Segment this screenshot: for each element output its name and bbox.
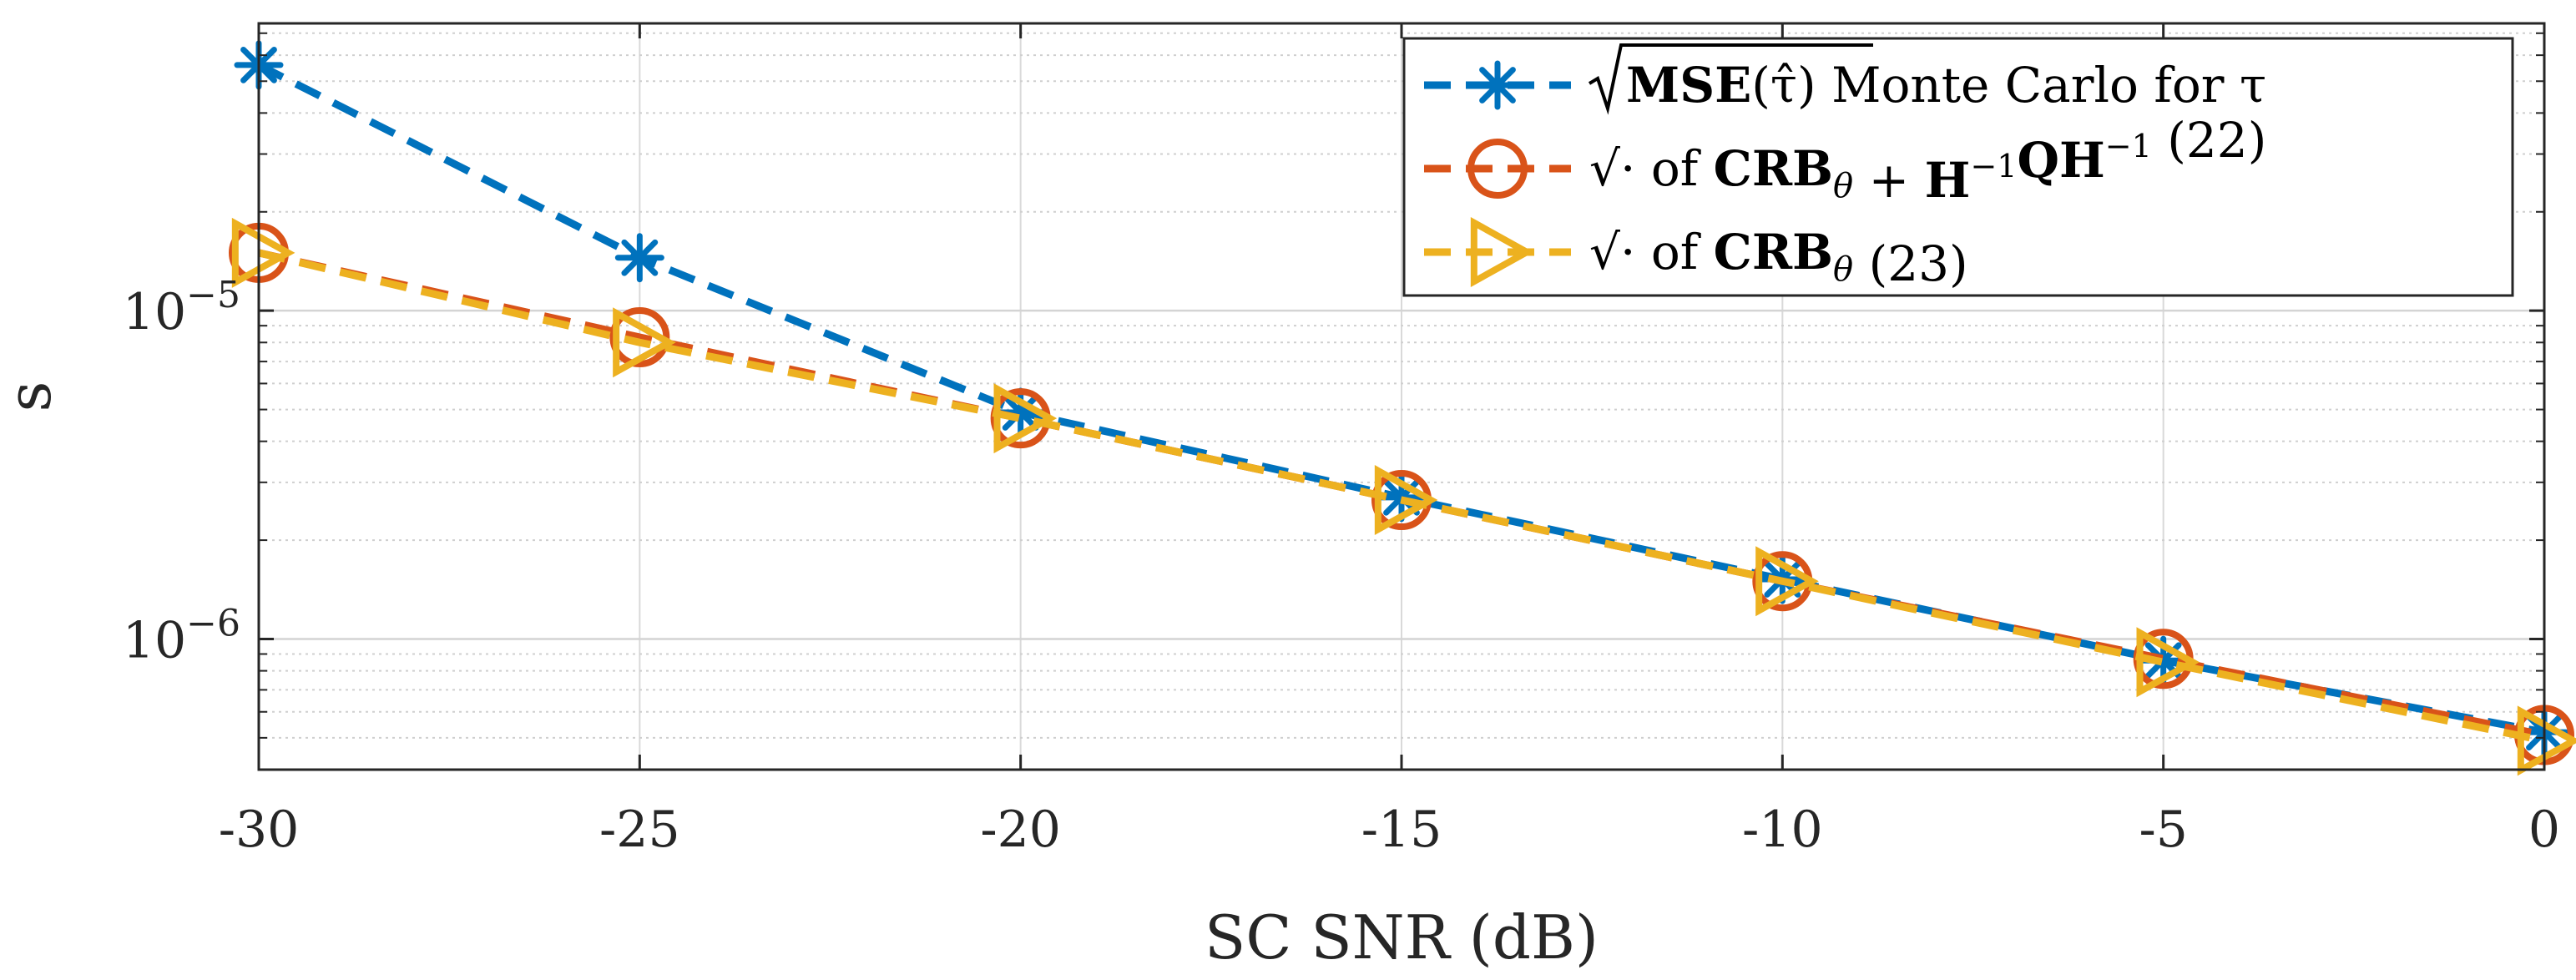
series-line	[257, 249, 2545, 745]
y-tick-label: 10−5	[123, 274, 240, 341]
x-tick-label: -20	[980, 801, 1061, 859]
triangle-marker	[613, 307, 676, 378]
triangle-marker	[2136, 627, 2200, 698]
triangle-marker	[1470, 217, 1534, 287]
series-3	[231, 217, 2576, 776]
circle-marker	[1467, 139, 1528, 199]
y-axis-label: s	[0, 381, 64, 412]
y-tick-label: 10−6	[123, 602, 240, 669]
triangle-marker	[2517, 705, 2576, 776]
legend-box	[1402, 37, 2514, 297]
triangle-marker	[1374, 465, 1438, 536]
x-tick-label: 0	[2528, 801, 2560, 859]
tick-layer: -30 -25 -20 -15 -10 -5 0 10−5 10−6	[123, 23, 2560, 859]
asterisk-stroke	[1002, 394, 1039, 431]
x-tick-label: -15	[1361, 801, 1442, 859]
legend-entry-2: √· of CRBθ + H−1QH−1 (22)	[1424, 112, 2266, 209]
x-tick-label: -25	[599, 801, 680, 859]
x-tick-label: -30	[219, 801, 300, 859]
triangle-marker	[231, 217, 295, 288]
legend: MSE(τ̂) Monte Carlo for τ√· of CRBθ + H−…	[1402, 37, 2514, 297]
x-tick-label: -10	[1742, 801, 1823, 859]
asterisk-marker	[1472, 60, 1523, 110]
triangle-marker	[1755, 546, 1819, 617]
legend-label: MSE(τ̂) Monte Carlo for τ	[1626, 57, 2266, 114]
series-layer	[229, 40, 2576, 776]
legend-entry-3: √· of CRBθ (23)	[1424, 217, 1968, 292]
legend-label: √· of CRBθ (23)	[1589, 224, 1968, 292]
asterisk-stroke	[1479, 67, 1516, 104]
legend-label: √· of CRBθ + H−1QH−1 (22)	[1589, 112, 2266, 209]
sqrt-sign	[1588, 43, 1873, 115]
x-axis-label: SC SNR (dB)	[1205, 902, 1599, 972]
asterisk-marker	[614, 233, 664, 283]
x-tick-label: -5	[2139, 801, 2187, 859]
asterisk-stroke	[621, 239, 659, 276]
legend-entry-1: MSE(τ̂) Monte Carlo for τ	[1424, 43, 2266, 115]
triangle-marker	[993, 383, 1058, 454]
